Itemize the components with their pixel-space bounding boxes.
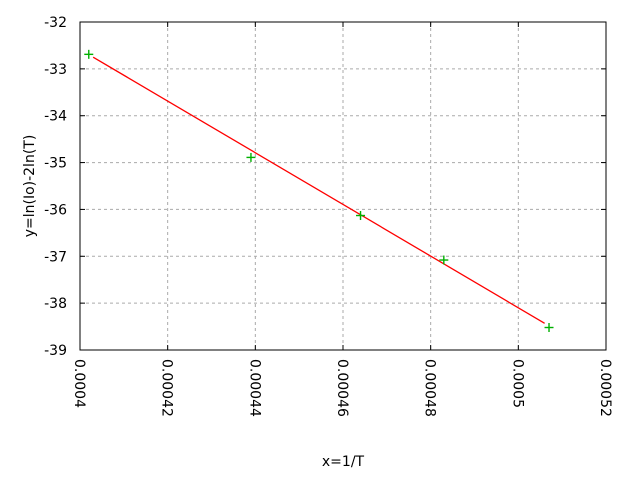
y-tick-label: -34 [44, 109, 67, 125]
x-tick-label: 0.00044 [246, 359, 262, 417]
x-tick-label: 0.00042 [159, 359, 175, 417]
x-tick-label: 0.00046 [334, 359, 350, 417]
y-tick-label: -33 [44, 62, 67, 78]
y-tick-label: -35 [44, 156, 67, 172]
x-tick-label: 0.0005 [509, 359, 525, 408]
y-tick-label: -39 [44, 343, 67, 359]
x-tick-label: 0.00048 [422, 359, 438, 417]
x-tick-label: 0.00052 [597, 359, 613, 417]
x-tick-label: 0.0004 [71, 359, 87, 408]
fit-line [92, 56, 545, 324]
y-tick-label: -32 [44, 15, 67, 31]
y-axis-title: y=ln(Io)-2ln(T) [22, 134, 38, 238]
y-tick-label: -36 [44, 202, 67, 218]
y-tick-label: -37 [44, 249, 67, 265]
y-tick-label: -38 [44, 296, 67, 312]
x-axis-title: x=1/T [321, 454, 365, 470]
